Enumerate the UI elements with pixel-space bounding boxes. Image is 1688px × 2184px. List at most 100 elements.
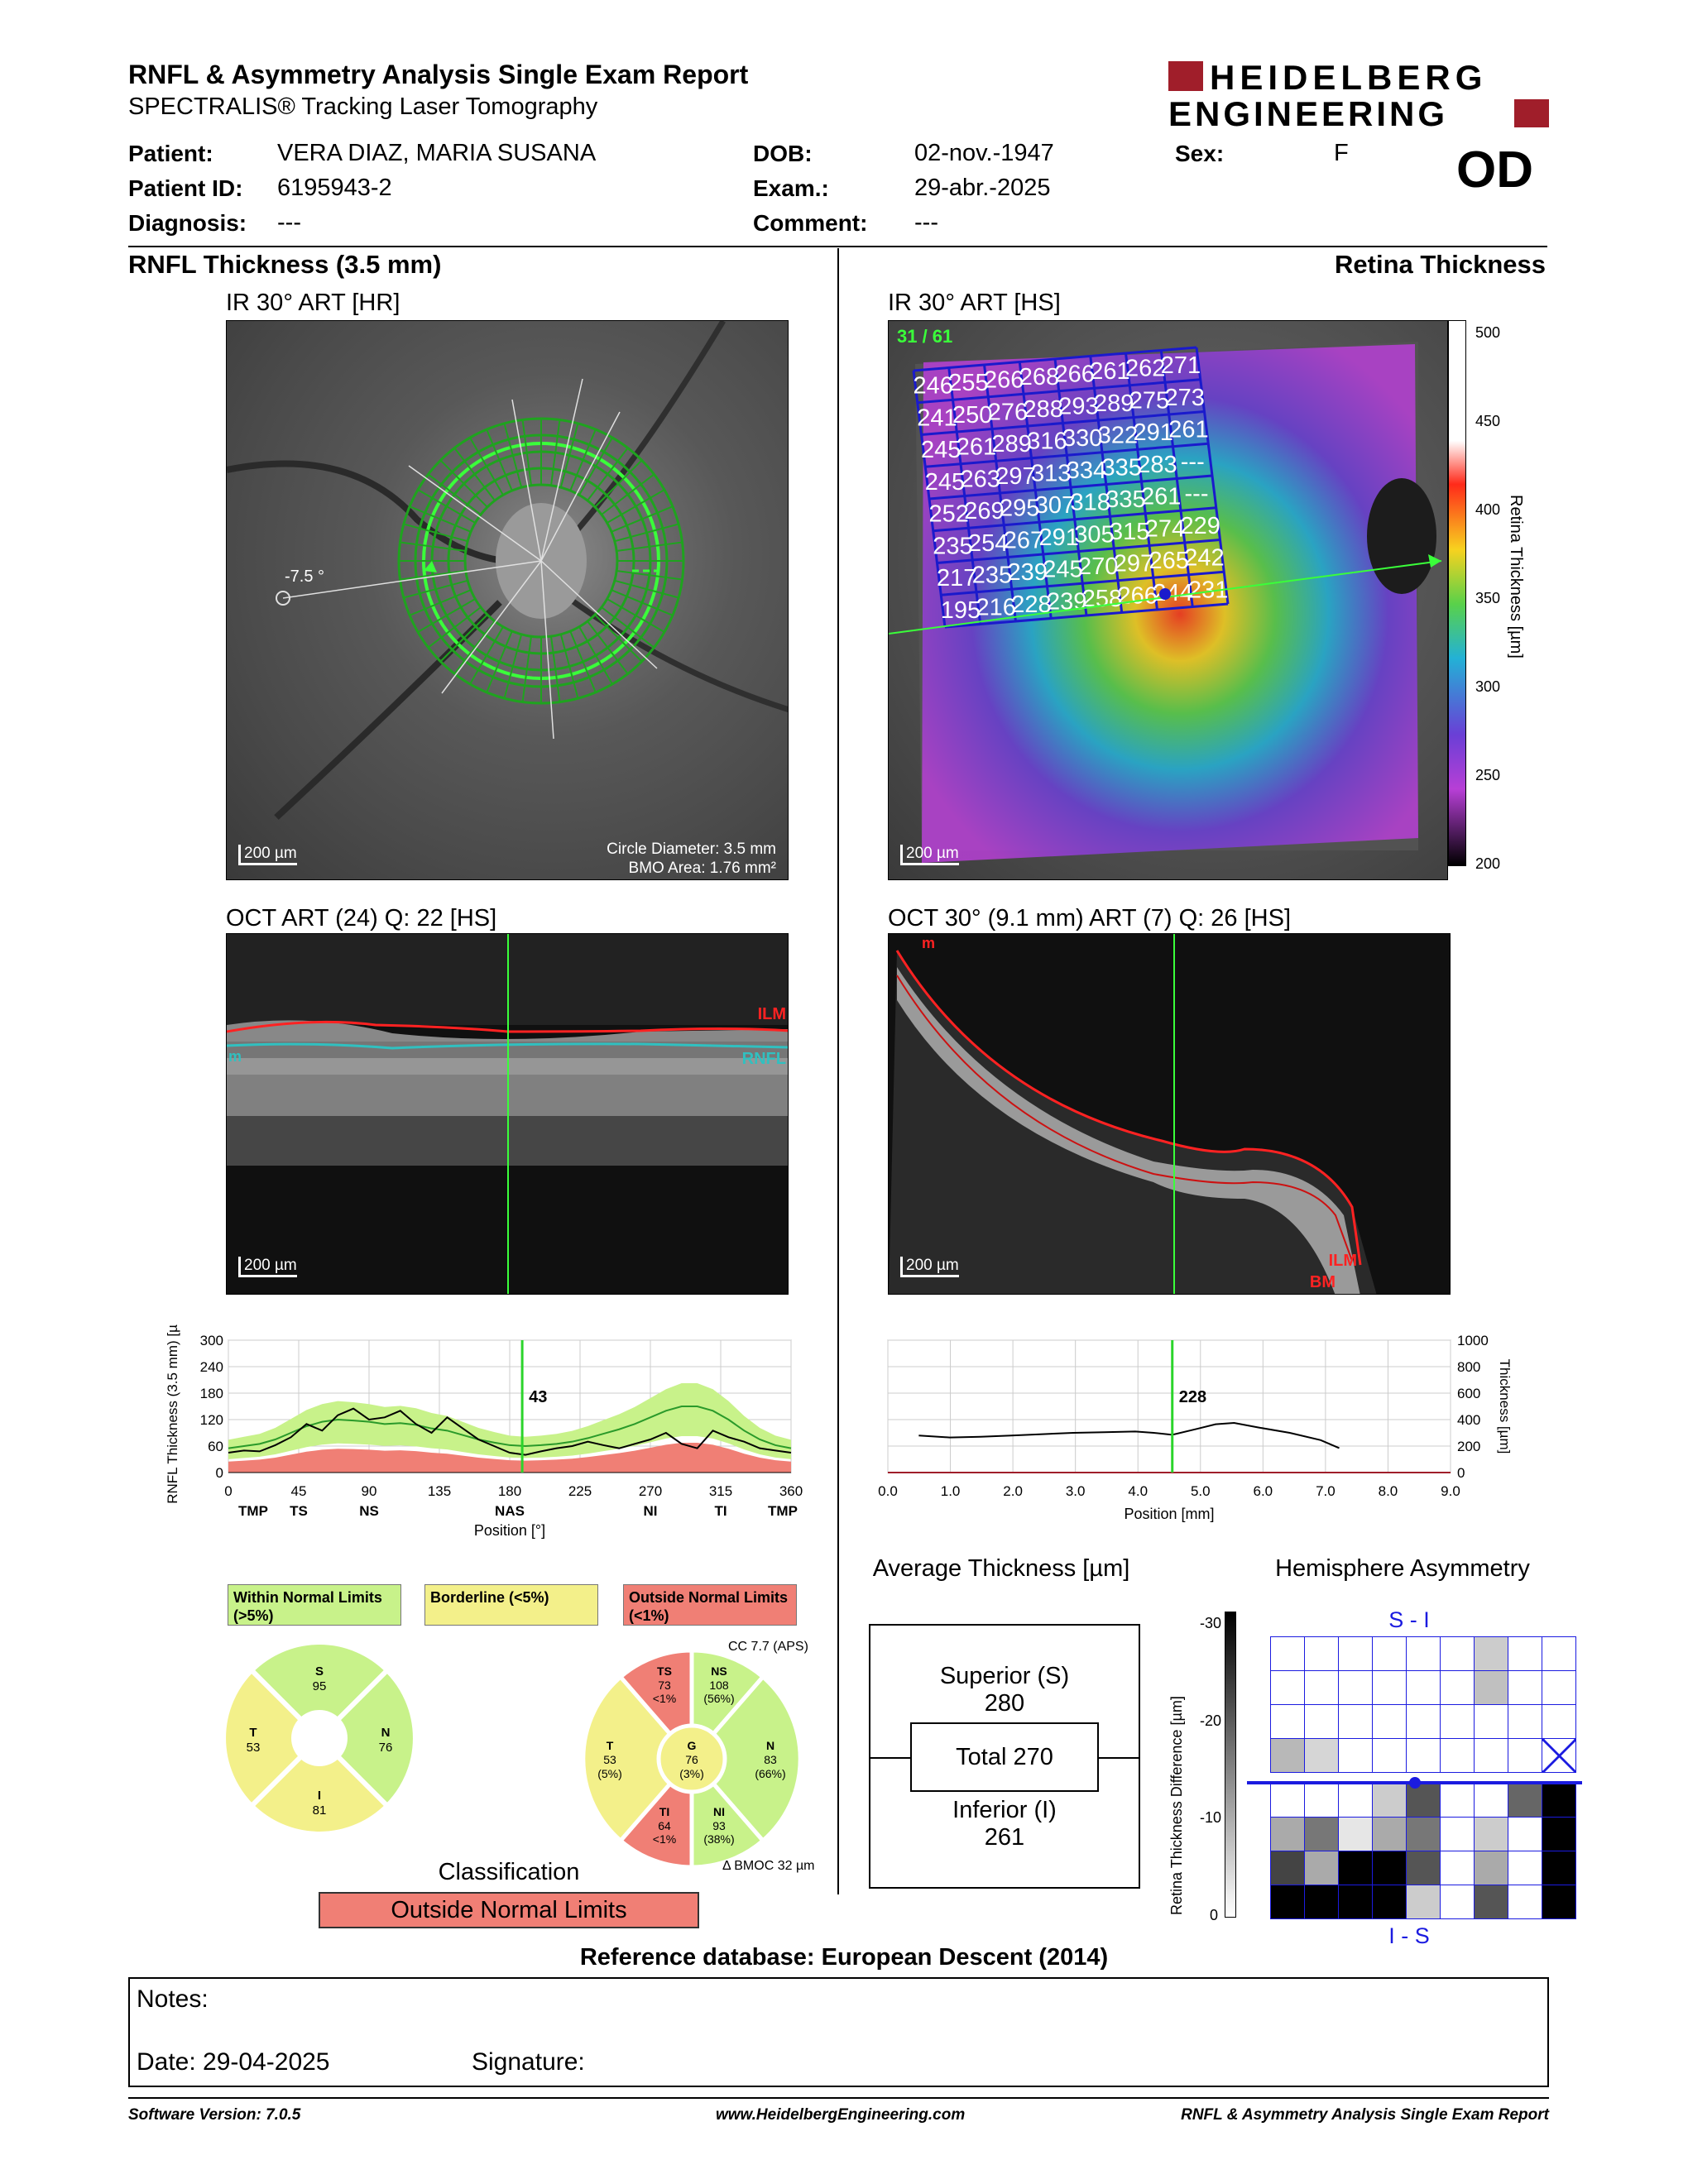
- thickness-map-value: 335: [1102, 454, 1142, 481]
- scan-radial: [503, 423, 523, 488]
- x-tick-label: 315: [709, 1483, 732, 1499]
- scan-radial: [601, 473, 655, 515]
- sector-label: TMP: [238, 1503, 268, 1519]
- asymmetry-cell: [1542, 1704, 1576, 1739]
- software-version: Software Version: 7.0.5: [128, 2106, 301, 2124]
- asymmetry-cell: [1270, 1783, 1305, 1818]
- asymmetry-cell: [1304, 1636, 1339, 1671]
- thickness-map-value: 241: [917, 405, 957, 431]
- notes-box[interactable]: [128, 1977, 1549, 2087]
- x-tick-label: 4.0: [1128, 1483, 1148, 1499]
- report-subtitle: SPECTRALIS® Tracking Laser Tomography: [128, 93, 598, 120]
- thickness-map-value: 246: [914, 373, 953, 400]
- scan-radial: [469, 626, 504, 685]
- eye-indicator: OD: [1456, 141, 1533, 199]
- asymmetry-cell: [1406, 1783, 1441, 1818]
- cursor-value: 43: [529, 1388, 547, 1406]
- thickness-map-value: 245: [1043, 557, 1082, 583]
- thickness-map-value: 261: [1168, 417, 1208, 443]
- asymmetry-cell: [1440, 1738, 1475, 1773]
- asymmetry-cell: [1474, 1636, 1508, 1671]
- retina-section-title: Retina Thickness: [1335, 250, 1546, 279]
- sector4-s-label: S: [315, 1664, 324, 1679]
- thickness-map-value: 274: [1145, 515, 1185, 542]
- asymmetry-cell: [1508, 1817, 1542, 1851]
- reference-database: Reference database: European Descent (20…: [579, 1944, 1109, 1971]
- sector6-n-label: N: [766, 1739, 774, 1752]
- asymmetry-cell: [1372, 1783, 1407, 1818]
- asymmetry-cell: [1440, 1817, 1475, 1851]
- oct-right-marker: m: [922, 935, 936, 951]
- total-value: Total 270: [910, 1722, 1099, 1792]
- asymmetry-cell: [1406, 1851, 1441, 1885]
- header-divider: [128, 246, 1547, 247]
- y-tick-label: 120: [200, 1412, 223, 1428]
- comment: ---: [914, 209, 938, 236]
- y-tick-label: 0: [1457, 1465, 1465, 1481]
- column-divider: [837, 248, 839, 1894]
- asymmetry-cell: [1338, 1636, 1373, 1671]
- oct-left-marker: m: [228, 1048, 242, 1065]
- thickness-map-value: 335: [1105, 486, 1145, 513]
- sector6-g-pct: (3%): [679, 1767, 704, 1780]
- ir-fundus-right: 246 255 266 268 266 261 262 271 241 250 276 288 293 2…: [888, 320, 1448, 880]
- thickness-map-value: 291: [1134, 419, 1173, 446]
- thickness-map-value: 330: [1062, 425, 1102, 452]
- sector6-g-label: G: [688, 1739, 697, 1752]
- thickness-map-value: 269: [964, 498, 1004, 524]
- thickness-map-value: 291: [1039, 524, 1079, 551]
- asymmetry-scale-bar: [1225, 1612, 1236, 1918]
- inferior-label: Inferior (I): [952, 1797, 1057, 1823]
- cc-label: CC 7.7 (APS): [728, 1640, 808, 1654]
- thickness-map-value: 288: [1024, 396, 1063, 423]
- thickness-map-value: 216: [976, 594, 1016, 620]
- thickness-map-value: 261: [1090, 358, 1129, 385]
- superior-label: Superior (S): [939, 1663, 1070, 1689]
- notes-label: Notes:: [137, 1985, 209, 2013]
- sector-label: NAS: [495, 1503, 525, 1519]
- scan-radial: [453, 447, 496, 501]
- scan-radial: [409, 589, 472, 616]
- measured-line: [228, 1407, 792, 1456]
- sector6-n-value: 83: [764, 1753, 777, 1766]
- scan-radial: [453, 620, 496, 675]
- rnfl-profile-chart: 0 60 120 180 240 300 0 45 90 135 180 225 270 315 360 43…: [165, 1324, 803, 1539]
- asymmetry-cell: [1304, 1783, 1339, 1818]
- asymmetry-cell: [1406, 1738, 1441, 1773]
- asymmetry-cell: [1474, 1783, 1508, 1818]
- sector6-ts-label: TS: [657, 1664, 672, 1678]
- thickness-map-value: 322: [1098, 423, 1138, 449]
- asymmetry-cell: [1270, 1670, 1305, 1705]
- map-grid-line: [941, 570, 1225, 596]
- thickness-map-value: 267: [1004, 527, 1043, 553]
- rnfl-scan-circle: [227, 321, 788, 820]
- ir-angle-label: -7.5 °: [285, 568, 325, 586]
- sector4-t-label: T: [249, 1726, 257, 1740]
- scan-radial: [578, 626, 613, 685]
- thickness-map-value: 283: [1137, 452, 1177, 478]
- scan-radial: [587, 620, 629, 675]
- scan-radial: [403, 579, 468, 599]
- asymmetry-cell: [1372, 1670, 1407, 1705]
- x-tick-label: 90: [362, 1483, 377, 1499]
- asymmetry-axis-label: Retina Thickness Difference [µm]: [1168, 1696, 1185, 1915]
- asymmetry-cell: [1542, 1783, 1576, 1818]
- map-grid-line: [1159, 350, 1194, 607]
- scan-radial: [611, 589, 674, 616]
- outside-band: [228, 1443, 791, 1473]
- asymmetry-cell: [1406, 1885, 1441, 1919]
- asymmetry-cell: [1440, 1670, 1475, 1705]
- website[interactable]: www.HeidelbergEngineering.com: [716, 2106, 966, 2124]
- y-tick-label: 240: [200, 1359, 223, 1375]
- colorbar-tick: 200: [1475, 855, 1501, 872]
- thickness-map-value: 235: [933, 533, 972, 559]
- scan-radial: [486, 630, 513, 693]
- y-tick-label: 600: [1457, 1386, 1480, 1401]
- asymmetry-cell: [1406, 1704, 1441, 1739]
- scan-radial: [550, 419, 561, 486]
- scan-radial: [427, 473, 482, 515]
- sector6-g-value: 76: [685, 1753, 698, 1766]
- map-grid-line: [928, 474, 1213, 500]
- exam-label: Exam.:: [753, 175, 829, 201]
- fovea-marker: [1409, 1777, 1421, 1789]
